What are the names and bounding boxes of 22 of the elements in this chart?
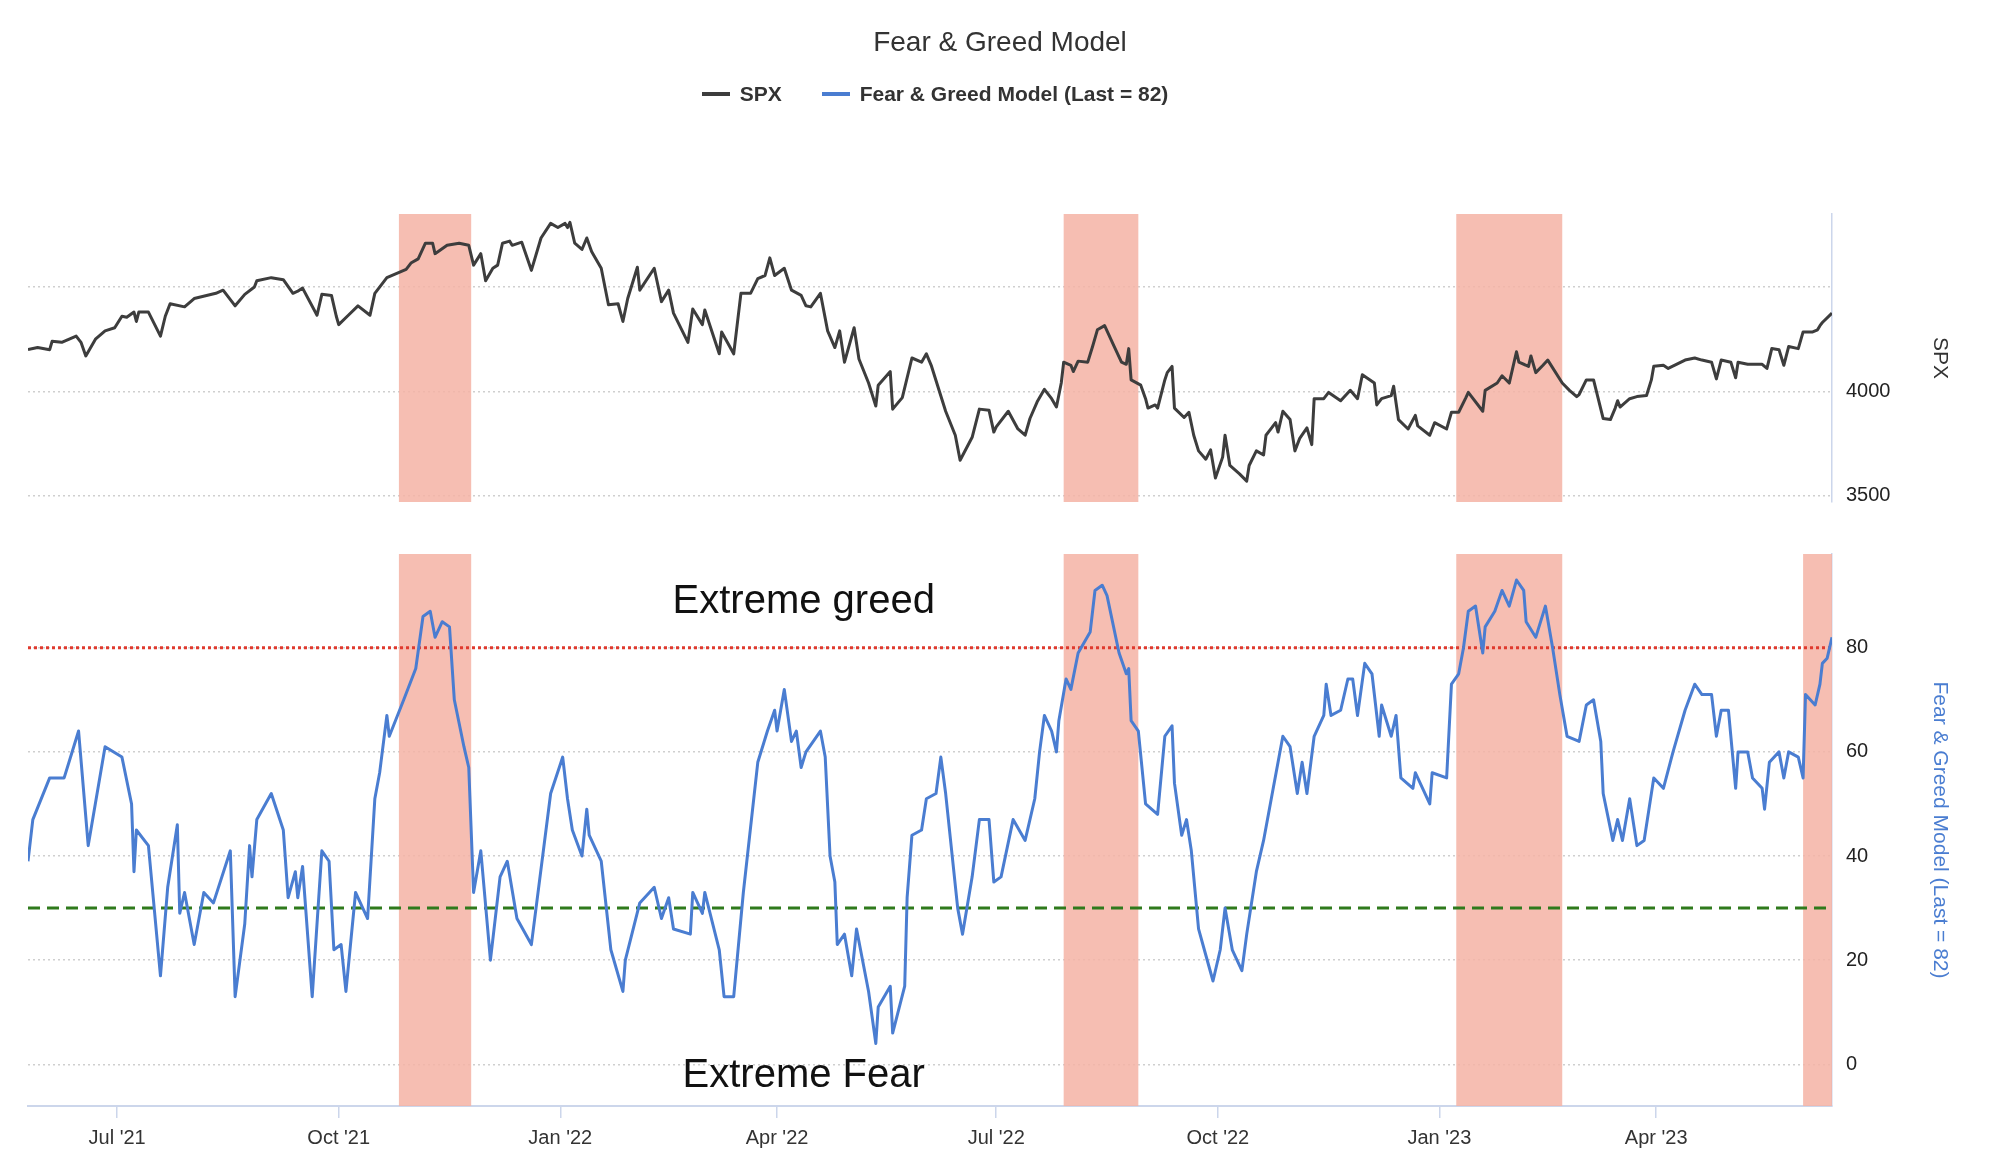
- y-tick-label: 60: [1846, 739, 1869, 762]
- x-tick-label: Jul '22: [967, 1125, 1025, 1148]
- x-tick-label: Jul '21: [88, 1125, 146, 1148]
- x-tick-label: Apr '22: [745, 1125, 809, 1148]
- y-axis-title: Fear & Greed Model (Last = 82): [1929, 681, 1953, 979]
- y-tick-label: 3500: [1846, 483, 1891, 506]
- x-tick-label: Apr '23: [1624, 1125, 1688, 1148]
- legend-label: SPX: [739, 82, 782, 106]
- x-tick-label: Oct '21: [307, 1125, 371, 1148]
- y-axis-title: SPX: [1929, 336, 1953, 380]
- annotation: Extreme Fear: [682, 1051, 925, 1096]
- y-tick-label: 20: [1846, 947, 1869, 970]
- x-tick-label: Oct '22: [1186, 1125, 1250, 1148]
- x-tick-label: Jan '22: [528, 1125, 593, 1148]
- x-tick-label: Jan '23: [1407, 1125, 1472, 1148]
- chart-title: Fear & Greed Model: [872, 25, 1128, 58]
- y-tick-label: 4000: [1846, 378, 1891, 401]
- y-tick-label: 80: [1846, 635, 1869, 658]
- legend-label: Fear & Greed Model (Last = 82): [859, 82, 1169, 106]
- y-tick-label: 0: [1846, 1051, 1858, 1074]
- annotation: Extreme greed: [672, 577, 935, 622]
- y-tick-label: 40: [1846, 843, 1869, 866]
